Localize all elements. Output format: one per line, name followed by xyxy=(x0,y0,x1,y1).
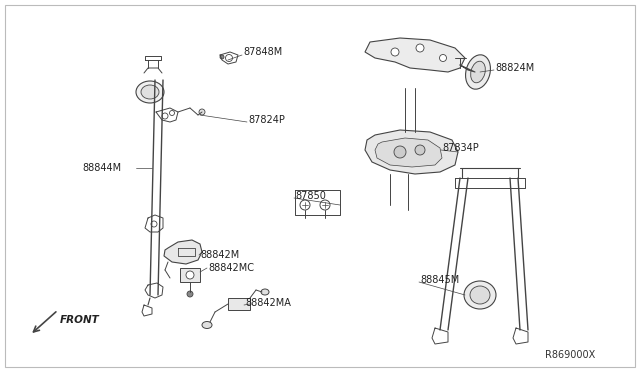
Text: 88842MC: 88842MC xyxy=(208,263,254,273)
Text: 88844M: 88844M xyxy=(82,163,121,173)
Ellipse shape xyxy=(464,281,496,309)
Circle shape xyxy=(391,48,399,56)
Ellipse shape xyxy=(465,55,490,89)
Ellipse shape xyxy=(261,289,269,295)
Ellipse shape xyxy=(202,321,212,328)
Circle shape xyxy=(394,146,406,158)
Polygon shape xyxy=(365,130,458,174)
Circle shape xyxy=(151,221,157,227)
Text: 87824P: 87824P xyxy=(248,115,285,125)
Ellipse shape xyxy=(136,81,164,103)
Text: FRONT: FRONT xyxy=(60,315,100,325)
Circle shape xyxy=(187,291,193,297)
Circle shape xyxy=(440,55,447,61)
Circle shape xyxy=(416,44,424,52)
Text: 87850: 87850 xyxy=(295,191,326,201)
Circle shape xyxy=(320,200,330,210)
Text: 87848M: 87848M xyxy=(243,47,282,57)
Polygon shape xyxy=(164,240,202,264)
Circle shape xyxy=(225,55,232,61)
Circle shape xyxy=(170,110,175,115)
Text: 87834P: 87834P xyxy=(442,143,479,153)
Circle shape xyxy=(300,200,310,210)
Text: R869000X: R869000X xyxy=(545,350,595,360)
Text: 88842MA: 88842MA xyxy=(245,298,291,308)
Bar xyxy=(180,268,200,282)
Circle shape xyxy=(415,145,425,155)
Circle shape xyxy=(220,55,224,59)
Circle shape xyxy=(199,109,205,115)
Circle shape xyxy=(162,113,168,119)
Text: 88824M: 88824M xyxy=(495,63,534,73)
Ellipse shape xyxy=(470,61,485,83)
Circle shape xyxy=(186,271,194,279)
Text: 88845M: 88845M xyxy=(420,275,460,285)
Polygon shape xyxy=(375,138,442,167)
Text: 88842M: 88842M xyxy=(200,250,239,260)
Ellipse shape xyxy=(141,85,159,99)
Bar xyxy=(228,298,250,310)
Ellipse shape xyxy=(470,286,490,304)
Polygon shape xyxy=(365,38,465,72)
